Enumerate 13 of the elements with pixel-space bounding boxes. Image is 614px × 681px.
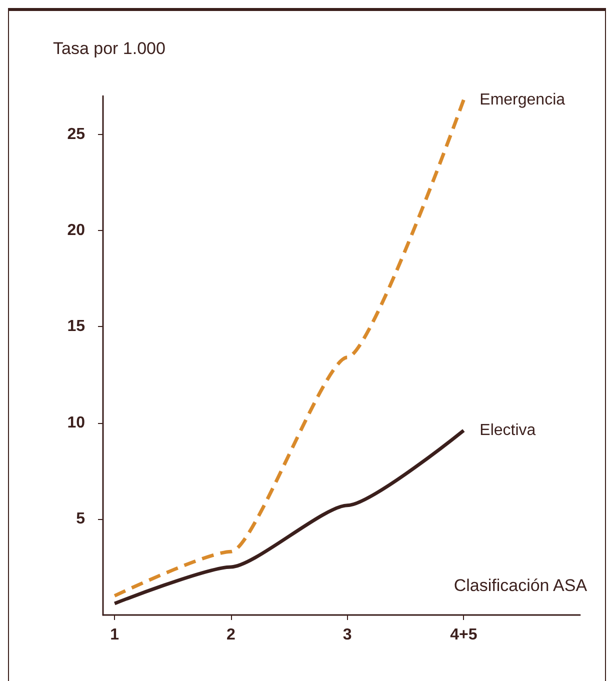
- x-tick-label: 3: [342, 626, 352, 644]
- y-tick-label: 20: [67, 222, 86, 240]
- series-label: Emergencia: [480, 91, 566, 108]
- x-axis-title: Clasificación ASA: [454, 576, 588, 595]
- y-tick-label: 15: [67, 318, 86, 336]
- x-tick-label: 1: [110, 626, 120, 644]
- y-tick-label: 5: [76, 510, 86, 528]
- y-tick-label: 10: [67, 414, 86, 432]
- y-axis-title: Tasa por 1.000: [53, 39, 166, 58]
- y-tick-label: 25: [67, 126, 86, 143]
- x-tick-label: 4+5: [450, 626, 478, 644]
- series-label: Electiva: [480, 422, 536, 439]
- x-tick-label: 2: [226, 626, 236, 644]
